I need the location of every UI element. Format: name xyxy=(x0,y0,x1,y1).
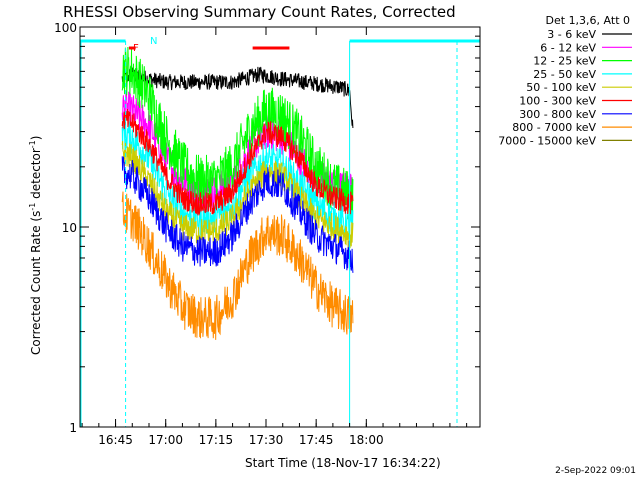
legend-label-2: 12 - 25 keV xyxy=(533,55,596,68)
x-tick-label-5: 18:00 xyxy=(349,433,384,447)
night-flag-label: N xyxy=(150,36,157,47)
legend-header: Det 1,3,6, Att 0 xyxy=(546,14,630,27)
x-axis-label: Start Time (18-Nov-17 16:34:22) xyxy=(245,456,441,470)
x-tick-label-1: 17:00 xyxy=(148,433,183,447)
x-tick-label-0: 16:45 xyxy=(98,433,133,447)
footer-date: 2-Sep-2022 09:01 xyxy=(555,466,636,476)
y-tick-label-1: 10 xyxy=(62,221,77,235)
legend-label-5: 100 - 300 keV xyxy=(519,95,596,108)
x-tick-label-3: 17:30 xyxy=(249,433,284,447)
legend-label-3: 25 - 50 keV xyxy=(533,68,596,81)
series-line-3-6keV xyxy=(121,66,354,129)
y-tick-label-0: 1 xyxy=(69,421,77,435)
axes-layer: 16:45 17:00 17:15 17:30 17:45 18:00 1 10 100 xyxy=(54,21,480,447)
series-line-50-100keV xyxy=(121,141,354,249)
chart-title: RHESSI Observing Summary Count Rates, Co… xyxy=(63,3,456,21)
y-axis-label: Corrected Count Rate (s-1 detector-1) xyxy=(28,136,43,355)
legend-label-0: 3 - 6 keV xyxy=(547,28,596,41)
x-tick-label-4: 17:45 xyxy=(299,433,334,447)
x-tick-label-2: 17:15 xyxy=(199,433,234,447)
legend-label-7: 800 - 7000 keV xyxy=(512,121,596,134)
series-line-300-800keV xyxy=(121,156,354,273)
legend-label-6: 300 - 800 keV xyxy=(519,108,596,121)
legend-label-8: 7000 - 15000 keV xyxy=(498,134,596,147)
flare-flag-label: F xyxy=(133,43,139,54)
series-layer xyxy=(121,46,354,340)
series-line-800-7000keV xyxy=(121,191,354,340)
y-tick-label-2: 100 xyxy=(54,21,77,35)
annotation-layer: FN xyxy=(80,36,480,427)
legend-label-1: 6 - 12 keV xyxy=(540,41,596,54)
series-line-100-300keV xyxy=(121,108,354,216)
legend-label-4: 50 - 100 keV xyxy=(526,81,596,94)
